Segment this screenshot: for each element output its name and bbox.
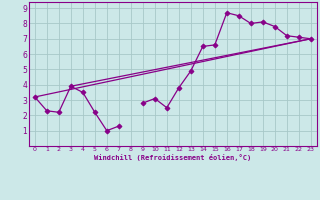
X-axis label: Windchill (Refroidissement éolien,°C): Windchill (Refroidissement éolien,°C) xyxy=(94,154,252,161)
